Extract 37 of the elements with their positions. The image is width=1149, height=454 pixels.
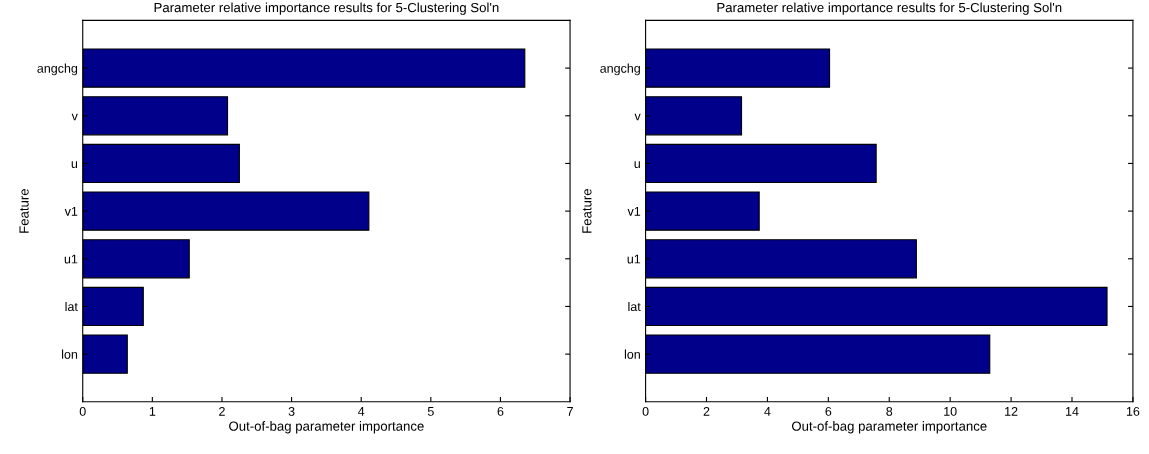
y-tick-label: u1 [64,254,78,264]
y-tick-label: lon [624,349,640,359]
chart-title: Parameter relative importance results for 5-Clustering Sol'n [717,2,1062,15]
y-tick-label: u1 [627,254,641,264]
x-tick-label: 16 [1126,406,1140,416]
x-tick-label: 0 [79,406,86,416]
x-tick-label: 3 [288,406,295,416]
chart-title: Parameter relative importance results for 5-Clustering Sol'n [154,2,499,15]
x-tick-label: 2 [703,406,710,416]
x-tick-label: 10 [944,406,957,416]
y-axis-title: Feature [582,188,592,233]
x-tick-label: 7 [567,407,573,416]
x-tick-label: 2 [219,406,225,416]
x-axis-title: Out-of-bag parameter importance [791,421,987,434]
x-tick-label: 6 [825,406,832,416]
x-tick-label: 6 [497,406,504,416]
x-tick-label: 4 [764,407,771,416]
y-tick-label: v1 [64,207,78,216]
x-tick-label: 0 [642,406,649,416]
y-tick-label: u [71,161,78,169]
x-tick-label: 1 [149,407,156,416]
x-axis-title: Out-of-bag parameter importance [229,421,424,434]
y-tick-label: angchg [600,63,640,76]
x-tick-label: 5 [427,407,434,416]
y-axis-title: Feature [19,188,29,233]
y-tick-label: angchg [37,63,78,76]
y-tick-label: lat [628,301,641,312]
y-tick-label: v [634,113,641,121]
y-tick-label: lat [65,301,78,312]
x-tick-label: 14 [1066,407,1079,416]
y-tick-label: v [71,113,78,121]
y-tick-label: u [634,161,640,169]
y-tick-label: v1 [627,207,641,216]
x-tick-label: 4 [358,407,365,416]
x-tick-label: 12 [1005,406,1018,416]
y-tick-label: lon [62,349,78,359]
x-tick-label: 8 [886,406,893,416]
